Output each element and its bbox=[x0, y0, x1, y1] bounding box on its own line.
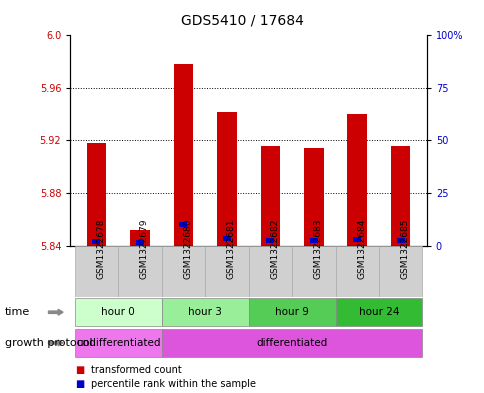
Bar bbox=[75, 246, 118, 297]
Bar bbox=[75, 298, 161, 326]
Text: GDS5410 / 17684: GDS5410 / 17684 bbox=[181, 14, 303, 28]
Text: GSM1322681: GSM1322681 bbox=[227, 219, 235, 279]
Text: growth protocol: growth protocol bbox=[5, 338, 92, 348]
Bar bbox=[161, 329, 422, 357]
Text: GSM1322685: GSM1322685 bbox=[400, 219, 409, 279]
Bar bbox=[309, 238, 317, 243]
Bar bbox=[266, 238, 273, 243]
Bar bbox=[223, 236, 230, 241]
Bar bbox=[205, 246, 248, 297]
Bar bbox=[136, 240, 143, 245]
Bar bbox=[353, 237, 361, 242]
Bar bbox=[179, 222, 187, 227]
Bar bbox=[291, 246, 335, 297]
Bar bbox=[396, 238, 404, 243]
Text: GSM1322682: GSM1322682 bbox=[270, 219, 279, 279]
Text: GSM1322679: GSM1322679 bbox=[139, 219, 149, 279]
Bar bbox=[161, 246, 205, 297]
Text: hour 24: hour 24 bbox=[358, 307, 398, 317]
Text: percentile rank within the sample: percentile rank within the sample bbox=[91, 379, 255, 389]
Bar bbox=[390, 146, 409, 246]
Bar bbox=[161, 298, 248, 326]
Text: GSM1322680: GSM1322680 bbox=[183, 219, 192, 279]
Bar bbox=[87, 143, 106, 246]
Bar bbox=[347, 114, 366, 246]
Text: GSM1322678: GSM1322678 bbox=[96, 219, 105, 279]
Text: ■: ■ bbox=[75, 379, 84, 389]
Bar bbox=[303, 149, 323, 246]
Bar bbox=[217, 112, 236, 246]
Bar bbox=[335, 246, 378, 297]
Text: GSM1322684: GSM1322684 bbox=[357, 219, 365, 279]
Bar bbox=[260, 146, 279, 246]
Text: ■: ■ bbox=[75, 365, 84, 375]
Text: GSM1322683: GSM1322683 bbox=[313, 219, 322, 279]
Text: time: time bbox=[5, 307, 30, 317]
Text: hour 3: hour 3 bbox=[188, 307, 222, 317]
Text: differentiated: differentiated bbox=[256, 338, 327, 348]
Text: hour 9: hour 9 bbox=[274, 307, 308, 317]
Bar bbox=[335, 298, 422, 326]
Text: hour 0: hour 0 bbox=[101, 307, 135, 317]
Bar bbox=[173, 64, 193, 246]
Text: undifferentiated: undifferentiated bbox=[76, 338, 160, 348]
Text: transformed count: transformed count bbox=[91, 365, 181, 375]
Bar bbox=[248, 246, 291, 297]
Bar bbox=[75, 329, 161, 357]
Bar bbox=[130, 230, 150, 246]
Bar bbox=[92, 239, 100, 244]
Bar bbox=[248, 298, 335, 326]
Bar bbox=[378, 246, 422, 297]
Bar bbox=[118, 246, 161, 297]
